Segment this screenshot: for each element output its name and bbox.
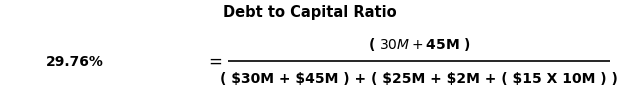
Text: ( $30M + $45M ): ( $30M + $45M ) — [368, 36, 471, 53]
Text: 29.76%: 29.76% — [46, 55, 104, 69]
Text: ( $30M + $45M ) + ( $25M + $2M + ( $15 X 10M ) ): ( $30M + $45M ) + ( $25M + $2M + ( $15 X… — [220, 72, 618, 86]
Text: =: = — [208, 53, 222, 71]
Text: Debt to Capital Ratio: Debt to Capital Ratio — [223, 4, 397, 20]
